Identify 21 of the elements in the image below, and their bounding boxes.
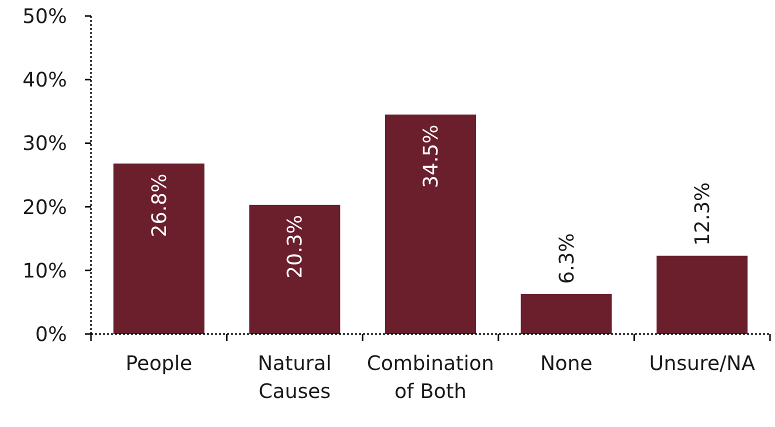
bar	[249, 204, 340, 334]
y-tick-label: 0%	[35, 322, 67, 346]
x-tick-label: Combination of Both	[366, 351, 494, 403]
data-label: 12.3%	[690, 182, 714, 246]
y-tick-label: 10%	[22, 258, 67, 282]
data-label: 20.3%	[282, 214, 307, 278]
bar	[520, 294, 612, 334]
bar	[656, 256, 748, 334]
x-tick-label: Unsure/NA	[649, 351, 756, 375]
x-tick-label: People	[126, 351, 192, 375]
data-label: 34.5%	[418, 124, 442, 188]
x-tick-label: None	[540, 351, 592, 375]
x-tick-label: Natural Causes	[258, 351, 332, 403]
data-label: 6.3%	[554, 233, 578, 284]
bar	[385, 114, 476, 334]
y-tick-label: 20%	[22, 194, 67, 219]
y-tick-label: 50%	[22, 4, 67, 28]
data-label: 26.8%	[146, 174, 171, 238]
bar	[113, 164, 204, 334]
y-tick-label: 40%	[22, 68, 67, 92]
y-tick-label: 30%	[22, 131, 67, 156]
